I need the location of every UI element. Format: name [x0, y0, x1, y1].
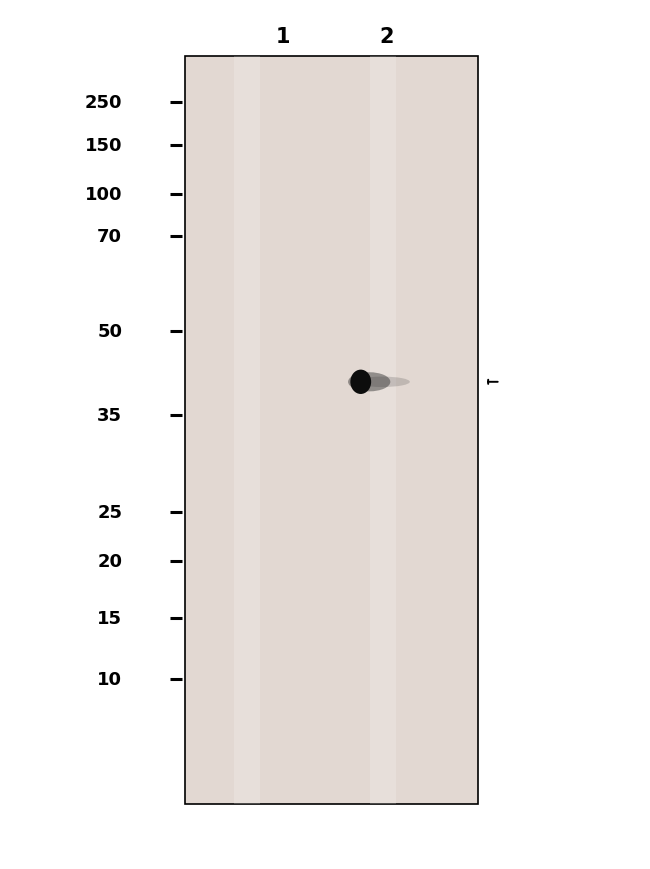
- Text: 2: 2: [380, 27, 394, 46]
- Text: 10: 10: [98, 671, 122, 688]
- Text: 70: 70: [98, 228, 122, 245]
- Ellipse shape: [350, 370, 371, 395]
- Text: 250: 250: [84, 94, 122, 111]
- Ellipse shape: [348, 373, 390, 392]
- Text: 15: 15: [98, 609, 122, 627]
- Bar: [234, 56, 260, 804]
- Bar: [185, 56, 478, 804]
- Text: 150: 150: [84, 137, 122, 155]
- Text: 35: 35: [98, 407, 122, 424]
- Text: 20: 20: [98, 553, 122, 570]
- Text: 50: 50: [98, 323, 122, 341]
- Ellipse shape: [355, 377, 410, 388]
- Text: 100: 100: [84, 186, 122, 203]
- Bar: [370, 56, 396, 804]
- Text: 1: 1: [276, 27, 290, 46]
- Text: 25: 25: [98, 504, 122, 521]
